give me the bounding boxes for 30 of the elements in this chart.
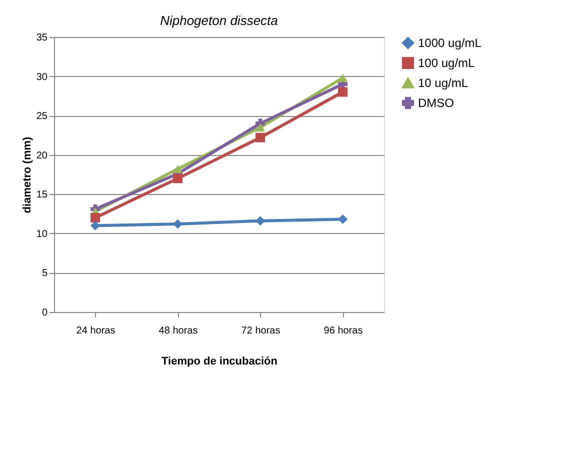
point — [256, 216, 265, 226]
y-tick-label: 30 — [36, 72, 48, 83]
x-tick-label: 24 horas — [76, 326, 116, 336]
point — [90, 212, 100, 222]
y-tick-label: 0 — [42, 308, 48, 318]
point — [338, 214, 348, 224]
x-axis-title: Tiempo de incubación — [162, 356, 278, 368]
y-tick-label: 5 — [42, 268, 48, 280]
y-axis-title: diametro (mm) — [21, 136, 34, 214]
y-tick-label: 35 — [36, 32, 48, 44]
point — [173, 174, 182, 184]
legend-label: 1000 ug/mL — [418, 36, 482, 50]
point — [173, 219, 182, 229]
point — [338, 74, 348, 82]
point — [338, 87, 348, 97]
point — [173, 164, 182, 174]
y-tick-label: 10 — [36, 228, 48, 240]
y-tick-label: 15 — [36, 190, 48, 201]
legend-label: 100 ug/mL — [418, 56, 476, 70]
x-tick-label: 72 horas — [241, 326, 280, 336]
y-tick-label: 25 — [36, 111, 48, 122]
chart-title: Niphogeton dissecta — [160, 13, 278, 28]
point — [256, 132, 265, 142]
x-tick-label: 96 horas — [324, 326, 363, 336]
legend-label: 10 ug/mL — [418, 76, 468, 90]
x-tick-label: 48 horas — [158, 326, 198, 336]
point — [90, 220, 100, 230]
y-tick-label: 20 — [36, 150, 48, 162]
point — [256, 123, 265, 132]
legend-label: DMSO — [418, 96, 454, 110]
